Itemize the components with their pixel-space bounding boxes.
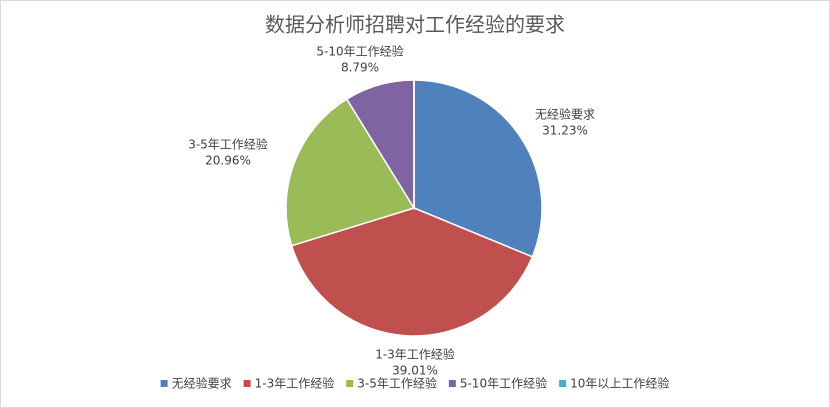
chart-title: 数据分析师招聘对工作经验的要求 xyxy=(265,13,565,37)
pie-slice xyxy=(290,207,534,337)
legend-label: 无经验要求 xyxy=(172,376,232,391)
legend-swatch xyxy=(243,380,251,387)
slice-category-label: 1-3年工作经验 xyxy=(375,347,455,362)
slice-value-label: 8.79% xyxy=(341,61,379,75)
slice-category-label: 无经验要求 xyxy=(535,107,595,122)
slice-value-label: 31.23% xyxy=(542,124,588,138)
pie-slice xyxy=(285,98,416,247)
legend-swatch xyxy=(160,380,168,387)
pie-slice xyxy=(413,79,543,258)
slice-category-label: 5-10年工作经验 xyxy=(316,44,403,59)
legend-label: 3-5年工作经验 xyxy=(357,376,437,391)
legend-label: 1-3年工作经验 xyxy=(255,376,335,391)
slice-value-label: 20.96% xyxy=(205,154,251,168)
legend-swatch xyxy=(559,380,567,387)
slice-category-label: 3-5年工作经验 xyxy=(188,137,268,152)
legend-swatch xyxy=(346,380,354,387)
legend-label: 5-10年工作经验 xyxy=(460,376,547,391)
legend-swatch xyxy=(448,380,456,387)
legend-label: 10年以上工作经验 xyxy=(570,376,669,391)
slice-value-label: 39.01% xyxy=(392,364,438,378)
